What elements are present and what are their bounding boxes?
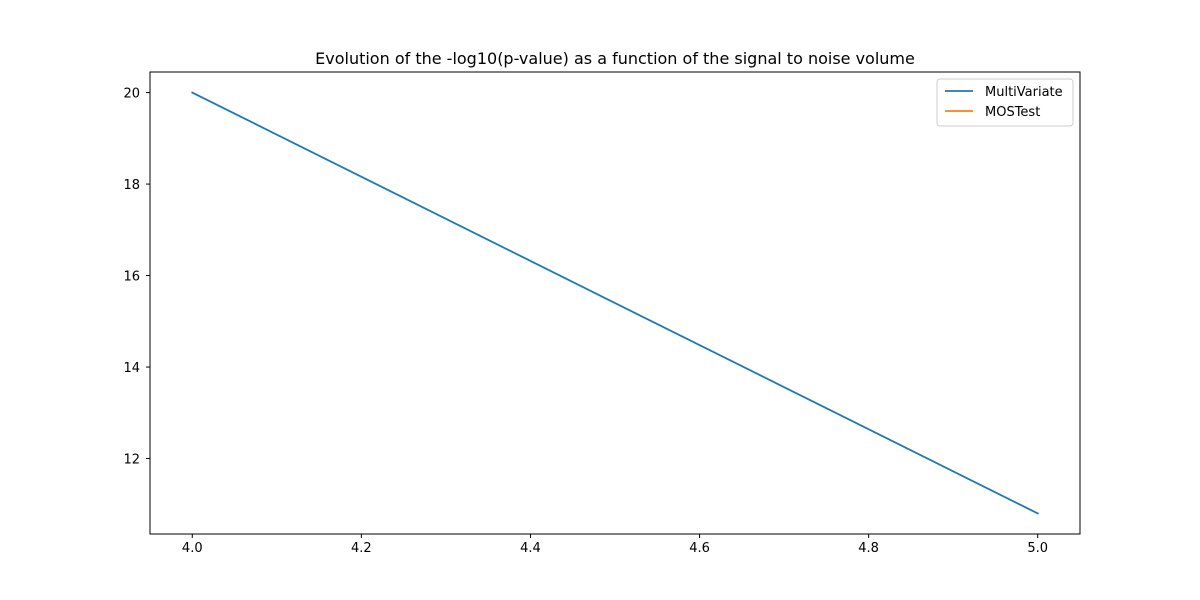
x-tick-label: 4.8 <box>858 541 879 556</box>
legend-entry-label: MOSTest <box>985 105 1040 120</box>
x-tick-label: 4.4 <box>520 541 541 556</box>
x-tick-label: 4.6 <box>689 541 710 556</box>
y-axis: 12 14 16 18 20 <box>123 87 150 468</box>
x-tick-label: 4.0 <box>182 541 203 556</box>
y-tick-label: 12 <box>123 453 140 468</box>
y-tick-label: 14 <box>123 361 140 376</box>
y-tick-label: 20 <box>123 87 140 102</box>
series-layer <box>191 91 1039 515</box>
x-tick-label: 5.0 <box>1027 541 1048 556</box>
x-axis: 4.0 4.2 4.4 4.6 4.8 5.0 <box>182 534 1048 556</box>
legend: MultiVariate MOSTest <box>936 78 1074 127</box>
legend-entry-label: MultiVariate <box>985 85 1063 100</box>
plot-area: 4.0 4.2 4.4 4.6 4.8 5.0 12 14 16 18 20 <box>123 71 1081 556</box>
chart-title: Evolution of the -log10(p-value) as a fu… <box>315 49 915 68</box>
axes-frame <box>149 71 1081 535</box>
x-tick-label: 4.2 <box>351 541 372 556</box>
y-tick-label: 18 <box>123 178 140 193</box>
y-tick-label: 16 <box>123 270 140 285</box>
series-line-1 <box>191 91 1039 515</box>
